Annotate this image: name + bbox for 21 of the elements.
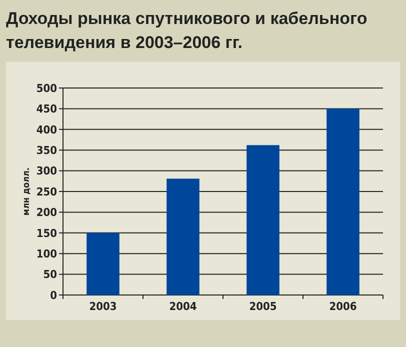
- y-tick-label: 350: [36, 144, 58, 157]
- x-tick-label: 2006: [329, 300, 357, 313]
- bar: [166, 178, 200, 295]
- x-tick-label: 2003: [89, 300, 117, 313]
- chart-title: Доходы рынка спутникового и кабельного телевидения в 2003–2006 гг.: [6, 9, 368, 52]
- y-tick-label: 150: [36, 226, 58, 240]
- y-tick-label: 400: [36, 123, 58, 136]
- y-tick-label: 100: [36, 247, 58, 260]
- y-tick-label: 450: [36, 102, 58, 116]
- y-tick-label: 250: [36, 185, 58, 198]
- y-tick-label: 50: [43, 268, 58, 282]
- y-tick-label: 200: [36, 206, 58, 220]
- bar: [246, 145, 280, 295]
- y-tick-label: 0: [50, 288, 58, 302]
- y-tick-label: 500: [36, 82, 58, 95]
- y-axis-title: млн долл.: [22, 167, 32, 216]
- bar: [326, 108, 360, 295]
- x-tick-label: 2004: [169, 300, 197, 313]
- bar: [86, 232, 120, 295]
- x-tick-label: 2005: [249, 300, 277, 313]
- y-tick-label: 300: [36, 164, 58, 178]
